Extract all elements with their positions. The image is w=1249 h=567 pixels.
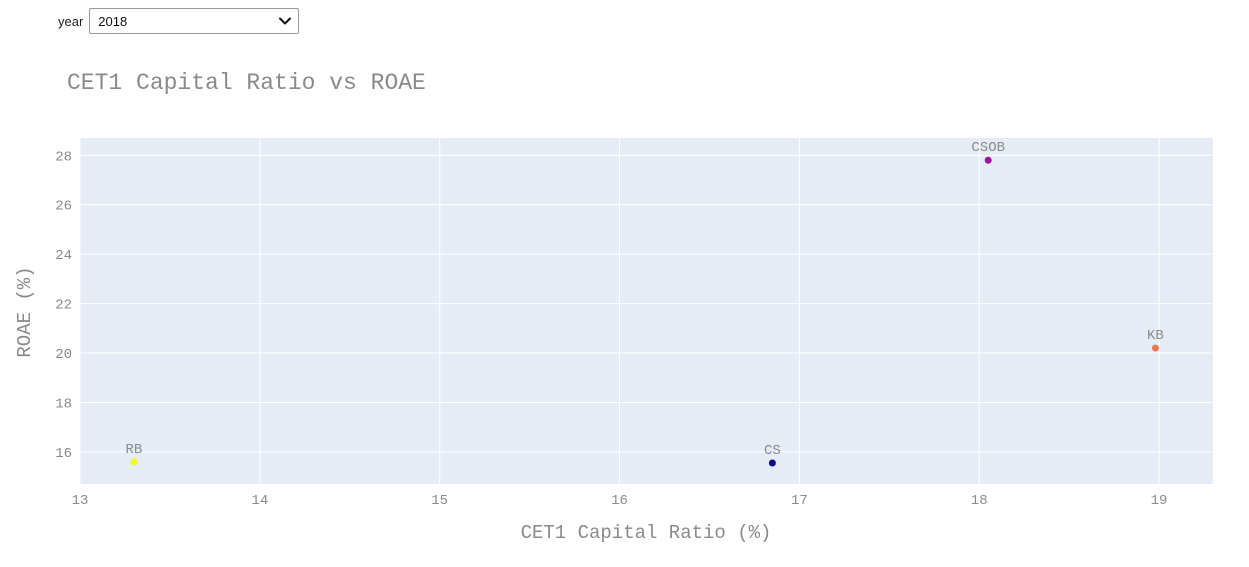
chevron-down-icon	[279, 17, 292, 25]
x-tick-label: 14	[251, 493, 268, 509]
y-axis-ticks: 16 18 20 22 24 26 28	[55, 149, 72, 462]
data-point-rb	[130, 458, 138, 466]
year-filter: year 2018	[58, 7, 300, 35]
data-label-cs: CS	[764, 443, 781, 459]
chart-title: CET1 Capital Ratio vs ROAE	[67, 70, 426, 96]
y-tick-label: 26	[55, 199, 72, 215]
x-tick-label: 13	[72, 493, 89, 509]
x-tick-label: 19	[1151, 493, 1168, 509]
gridlines	[79, 138, 1213, 484]
year-filter-label: year	[58, 13, 84, 29]
data-point-kb	[1151, 344, 1159, 352]
data-label-csob: CSOB	[971, 140, 1005, 156]
data-points: RB CS CSOB KB	[126, 140, 1164, 467]
data-point-cs	[768, 459, 776, 467]
year-dropdown[interactable]: 2018	[89, 8, 300, 34]
y-axis-label: ROAE (%)	[14, 266, 36, 357]
x-tick-label: 16	[611, 493, 628, 509]
x-tick-label: 17	[791, 493, 808, 509]
y-tick-label: 28	[55, 149, 72, 165]
plot-area	[80, 138, 1213, 484]
y-tick-label: 24	[55, 248, 72, 264]
x-tick-label: 18	[971, 493, 988, 509]
y-tick-label: 20	[55, 347, 72, 363]
x-tick-label: 15	[431, 493, 448, 509]
data-label-rb: RB	[126, 442, 143, 458]
y-tick-label: 22	[55, 298, 72, 314]
data-point-csob	[984, 156, 992, 164]
y-tick-label: 16	[55, 446, 72, 462]
data-label-kb: KB	[1147, 328, 1164, 344]
x-axis-label: CET1 Capital Ratio (%)	[521, 522, 772, 544]
x-axis-ticks: 13 14 15 16 17 18 19	[72, 493, 1168, 509]
year-dropdown-value: 2018	[98, 14, 128, 29]
y-tick-label: 18	[55, 396, 72, 412]
